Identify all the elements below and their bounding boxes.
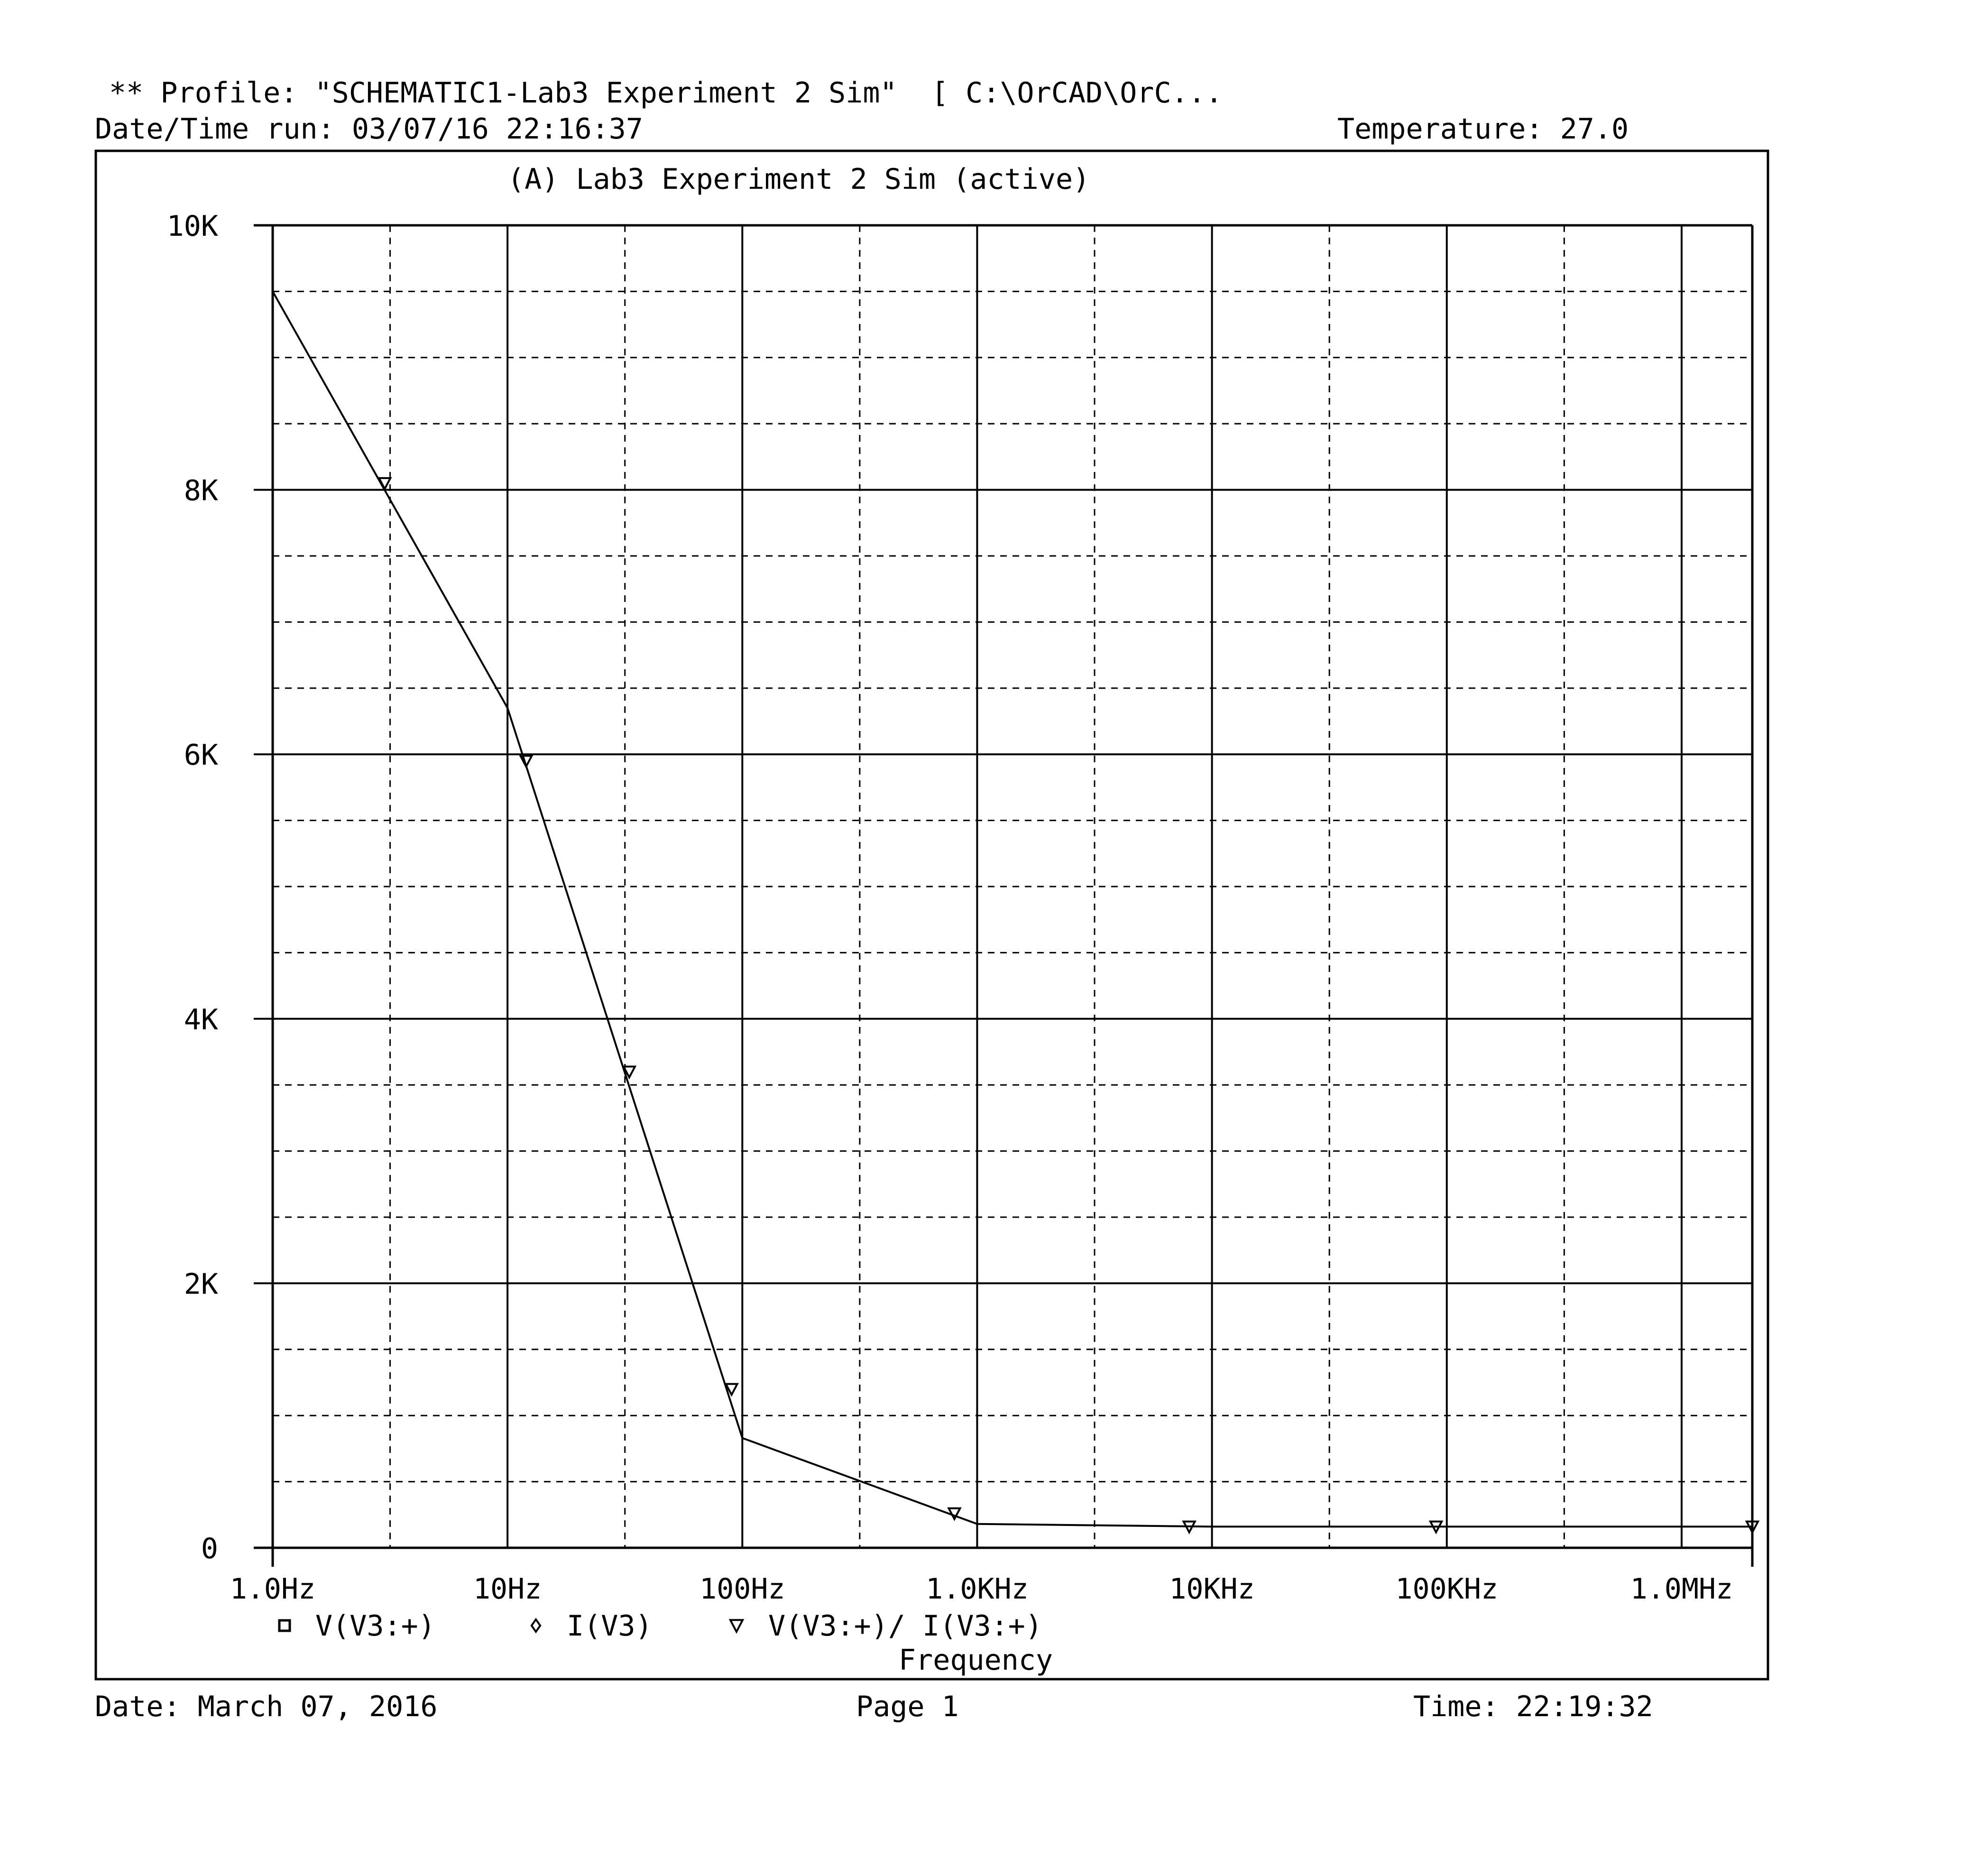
footer-date: Date: March 07, 2016: [95, 1690, 437, 1723]
legend-label: V(V3:+): [315, 1609, 435, 1643]
datetime-run: Date/Time run: 03/07/16 22:16:37: [95, 112, 643, 146]
data-point-marker: [377, 477, 392, 491]
data-point-marker: [1745, 1520, 1760, 1534]
data-point-marker: [622, 1065, 637, 1080]
legend-marker-diamond: [530, 1618, 542, 1634]
data-point-marker: [947, 1507, 962, 1521]
y-tick-label: 2K: [184, 1267, 218, 1301]
legend-label: V(V3:+)/ I(V3:+): [768, 1609, 1042, 1643]
data-point-marker: [1428, 1520, 1444, 1534]
y-tick-label: 8K: [184, 474, 218, 508]
data-point-marker: [1182, 1520, 1196, 1534]
legend-label: I(V3): [567, 1609, 653, 1643]
x-tick-label: 10KHz: [1169, 1572, 1255, 1606]
grid: [254, 225, 1752, 1548]
x-axis-label: Frequency: [899, 1644, 1053, 1677]
x-tick-label: 100Hz: [699, 1572, 785, 1606]
tick-labels: 1.0Hz 10Hz 100Hz 1.0KHz 10KHz 100KHz 1.0MHz 0 2K…: [167, 210, 1733, 1606]
x-tick-label: 100KHz: [1395, 1572, 1498, 1606]
x-tick-label: 1.0Hz: [230, 1572, 316, 1606]
legend-marker-square: [278, 1619, 291, 1632]
profile-line: ** Profile: "SCHEMATIC1-Lab3 Experiment …: [109, 76, 1223, 110]
data-point-marker: [519, 755, 534, 769]
y-tick-label: 6K: [184, 739, 218, 772]
data-point-marker: [724, 1383, 739, 1397]
y-tick-label: 0: [201, 1532, 218, 1565]
footer-time: Time: 22:19:32: [1413, 1690, 1653, 1723]
series-layer: [272, 291, 1760, 1534]
y-tick-label: 10K: [167, 210, 218, 243]
chart-title: (A) Lab3 Experiment 2 Sim (active): [507, 163, 1090, 196]
legend-marker-triangle-down: [728, 1619, 745, 1634]
footer-page: Page 1: [856, 1690, 959, 1723]
temperature-readout: Temperature: 27.0: [1337, 112, 1629, 146]
axes: [254, 224, 1754, 1567]
x-tick-label: 1.0MHz: [1630, 1572, 1733, 1606]
series-line: [272, 291, 1752, 1528]
x-tick-label: 10Hz: [473, 1572, 542, 1606]
y-tick-label: 4K: [184, 1003, 218, 1036]
x-tick-label: 1.0KHz: [926, 1572, 1029, 1606]
legend: V(V3:+) I(V3) V(V3:+)/ I(V3:+): [278, 1609, 1042, 1643]
plot-frame: [94, 149, 1769, 1681]
